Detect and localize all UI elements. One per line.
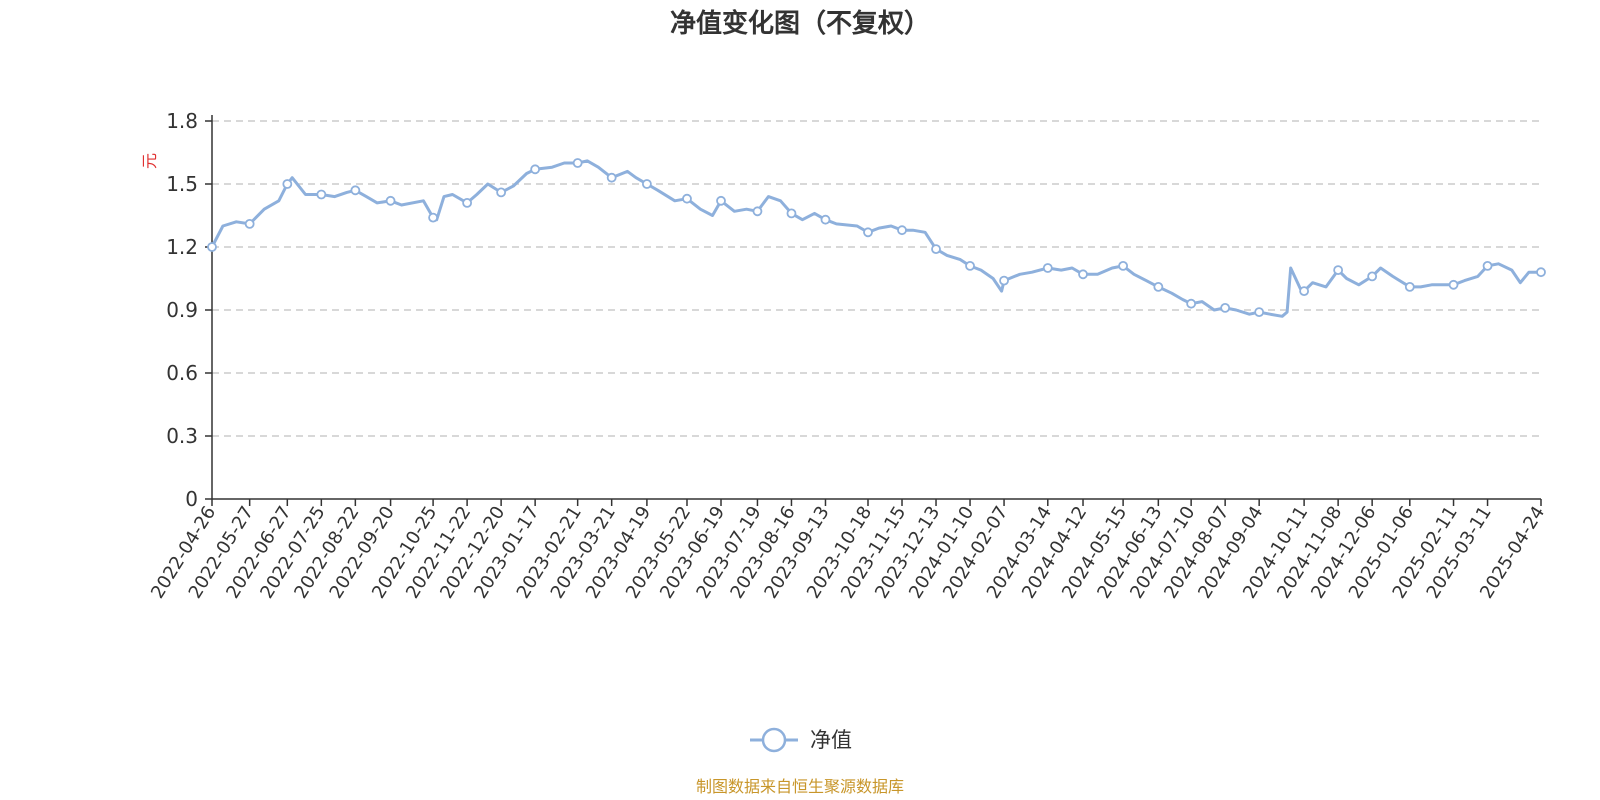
series-point (350, 185, 361, 196)
legend-circle-marker (761, 727, 787, 753)
y-tick-label: 0.3 (166, 424, 198, 448)
data-source-note: 制图数据来自恒生聚源数据库 (696, 777, 904, 796)
y-tick-label: 0.9 (166, 298, 198, 322)
series-point (1118, 260, 1129, 271)
gridlines (212, 120, 1541, 437)
y-tick-label: 0 (185, 487, 198, 511)
series-point (1153, 281, 1164, 292)
series-point (316, 189, 327, 200)
series-point (282, 179, 293, 189)
series-point (1254, 307, 1265, 318)
x-axis-ticks: 2022-04-262022-05-272022-06-272022-07-25… (147, 499, 1549, 602)
series-point (1333, 265, 1344, 276)
series-point (1299, 286, 1310, 297)
series-point (1367, 271, 1378, 282)
y-tick-label: 1.8 (166, 109, 198, 133)
legend-label: 净值 (810, 728, 852, 752)
legend[interactable]: 净值 (750, 727, 852, 753)
series-line (210, 159, 1543, 318)
y-axis-unit-label: 元 (140, 153, 159, 169)
series-point (1482, 260, 1493, 271)
series-point (1404, 281, 1415, 292)
axes (211, 115, 1541, 500)
series-point (863, 227, 873, 238)
series-point (786, 208, 797, 219)
series-point (244, 218, 255, 229)
series-point (428, 212, 438, 223)
y-tick-label: 1.2 (166, 235, 198, 259)
chart-title: 净值变化图（不复权） (670, 8, 930, 39)
series-point (1220, 302, 1231, 313)
series-point (496, 187, 507, 198)
series-point (682, 193, 692, 204)
series-point (207, 242, 217, 252)
series-point (1078, 269, 1088, 280)
series-net-value (207, 158, 1546, 318)
series-point (642, 179, 652, 189)
series-point (606, 172, 617, 183)
series-point (965, 260, 975, 271)
series-point (897, 225, 907, 236)
series-point (1186, 298, 1197, 309)
series-point (999, 275, 1009, 286)
series-point (1042, 263, 1053, 273)
series-point (1536, 267, 1546, 278)
y-axis-ticks: 0 0.3 0.6 0.9 1.2 1.5 1.8 (166, 109, 212, 511)
y-tick-label: 0.6 (166, 361, 198, 385)
series-point (1448, 279, 1459, 290)
series-point (931, 244, 941, 255)
series-point (752, 206, 763, 217)
series-point (572, 158, 583, 168)
series-point (385, 195, 396, 206)
series-point (820, 214, 831, 225)
series-point (462, 197, 473, 208)
series-point (716, 195, 726, 206)
y-tick-label: 1.5 (166, 172, 198, 196)
series-point (530, 164, 541, 175)
